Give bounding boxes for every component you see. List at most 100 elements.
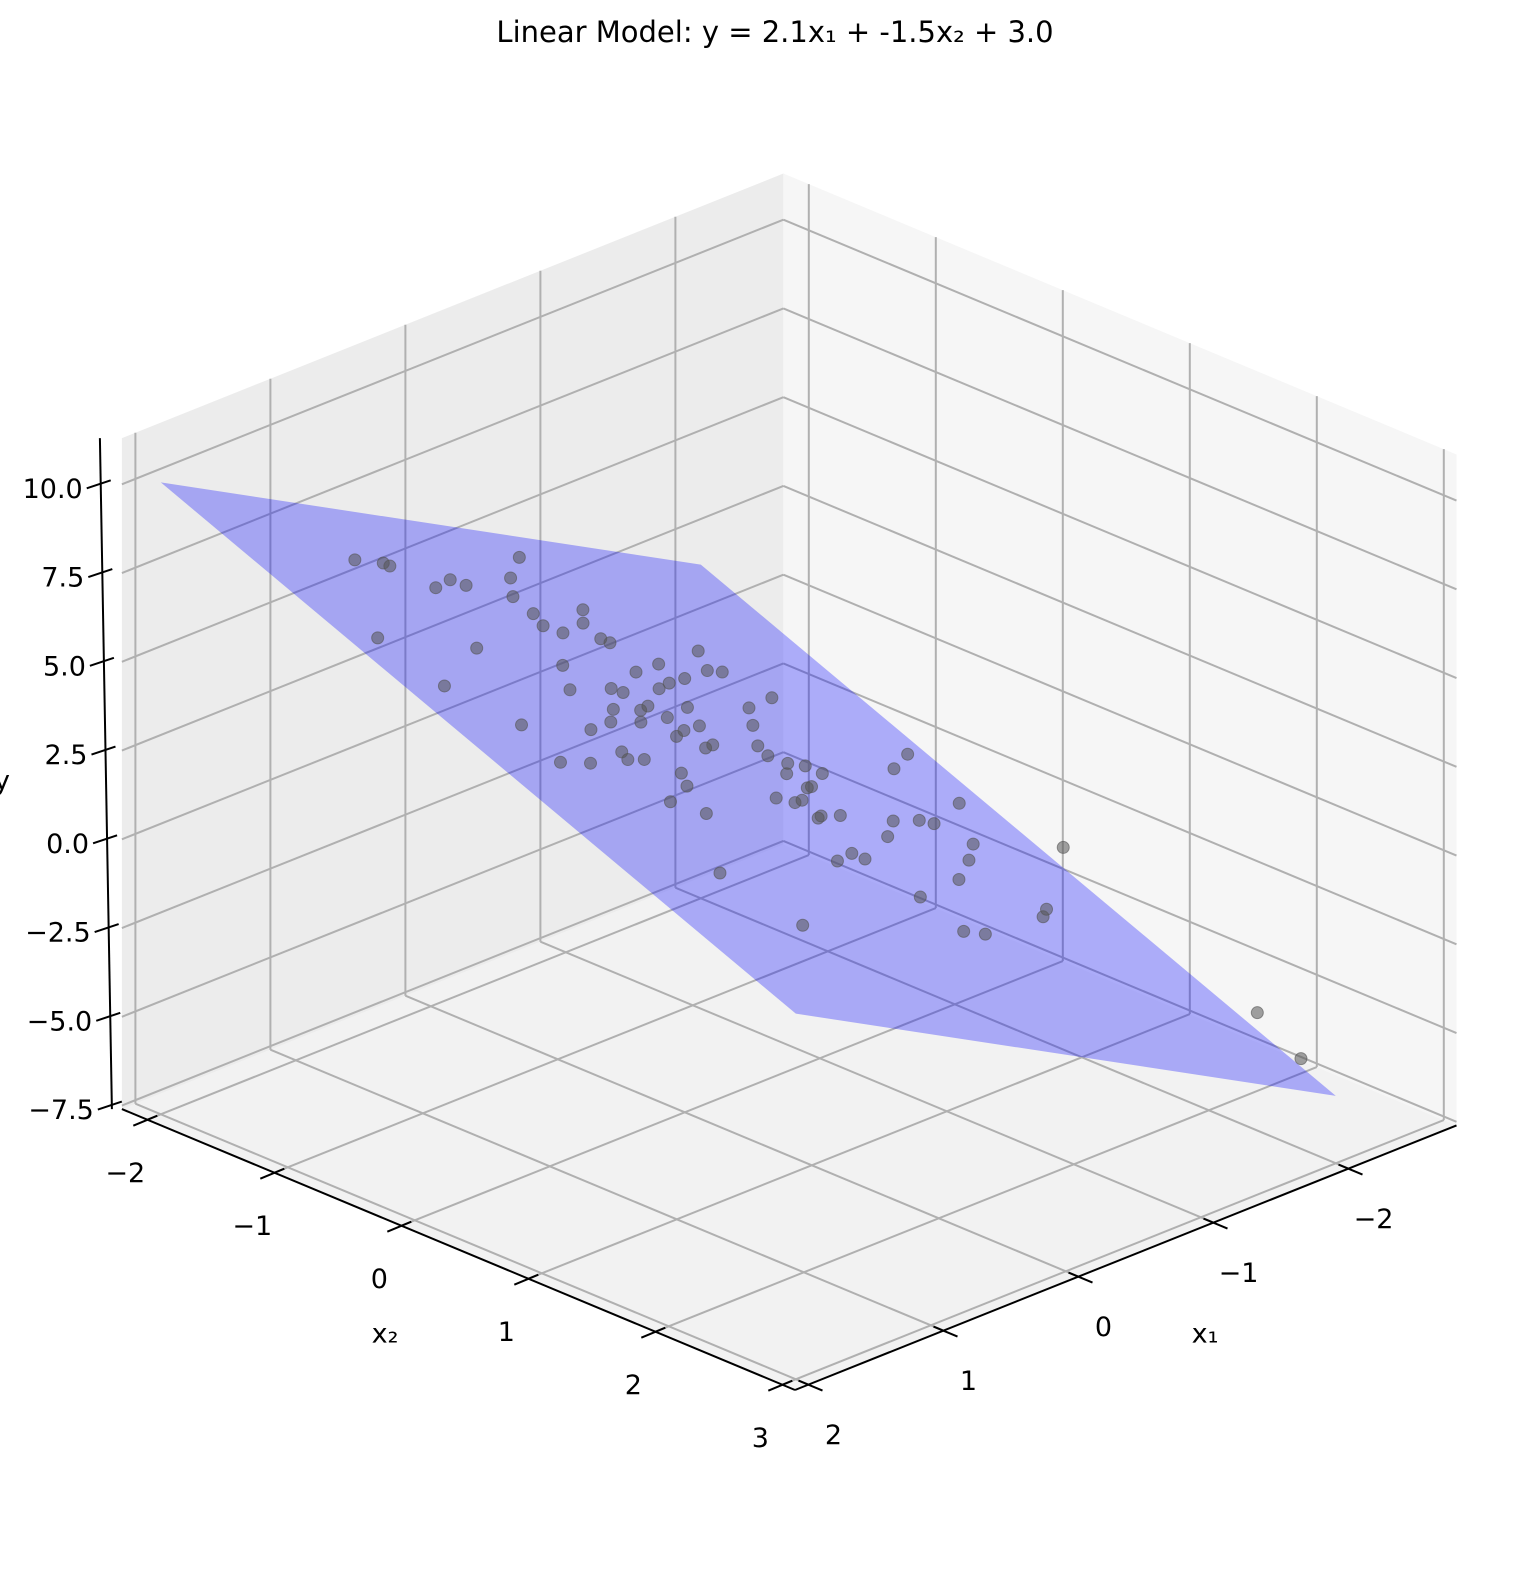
z-tick-label: 7.5	[41, 563, 84, 594]
grid-line	[273, 907, 937, 1174]
data-point	[604, 681, 618, 695]
data-point	[526, 607, 540, 621]
z-tick-label: 2.5	[45, 740, 88, 771]
floor-pane	[121, 844, 1457, 1390]
z-tick	[97, 1100, 123, 1111]
data-point	[1040, 902, 1054, 916]
grid-line	[135, 1102, 809, 1386]
data-point	[858, 852, 872, 866]
data-point	[1250, 1006, 1264, 1020]
z-tick	[86, 479, 112, 490]
grid-line	[783, 662, 1457, 946]
data-point	[833, 808, 847, 822]
data-point	[677, 723, 691, 737]
data-point	[348, 553, 362, 567]
x2-tick	[132, 1114, 158, 1127]
x1-tick	[798, 1379, 823, 1392]
data-point	[814, 809, 828, 823]
data-point	[798, 759, 812, 773]
grid-line	[121, 396, 784, 663]
grid-line	[270, 1048, 944, 1332]
z-tick	[94, 923, 119, 933]
data-point	[881, 830, 895, 844]
data-point	[751, 739, 765, 753]
data-point	[1056, 840, 1070, 854]
z-tick-label: 5.0	[43, 651, 86, 682]
x1-tick	[1338, 1163, 1363, 1176]
data-point	[815, 766, 829, 780]
x2-tick-label: −2	[105, 1158, 145, 1189]
data-point	[563, 683, 577, 697]
data-point	[1294, 1052, 1308, 1066]
x2-tick	[640, 1326, 666, 1339]
x1-axis-label: x₁	[1192, 1319, 1219, 1350]
grid-line	[783, 307, 1457, 591]
data-point	[662, 676, 676, 690]
z-tick-label: 10.0	[23, 474, 83, 505]
data-point	[795, 793, 809, 807]
data-point	[796, 918, 810, 932]
data-point	[901, 747, 915, 761]
grid-line	[675, 886, 1349, 1170]
x2-tick-label: −1	[232, 1211, 272, 1242]
data-point	[556, 658, 570, 672]
x1-tick-label: −2	[1354, 1204, 1394, 1235]
data-point	[678, 672, 692, 686]
z-tick	[87, 568, 113, 578]
chart-title: Linear Model: y = 2.1x₁ + -1.5x₂ + 3.0	[496, 15, 1053, 49]
data-point	[584, 756, 598, 770]
data-point	[952, 796, 966, 810]
data-point	[886, 814, 900, 828]
data-point	[713, 866, 727, 880]
grid-line	[121, 485, 784, 752]
data-point	[680, 779, 694, 793]
data-point	[805, 780, 819, 794]
data-point	[536, 619, 550, 633]
data-point	[603, 636, 617, 650]
data-point	[504, 571, 518, 585]
data-point	[742, 701, 756, 715]
data-point	[556, 626, 570, 640]
data-point	[437, 679, 451, 693]
data-point	[830, 854, 844, 868]
z-tick-label: −5.0	[27, 1006, 93, 1037]
z-tick	[89, 656, 115, 667]
data-point	[584, 723, 598, 737]
data-point	[641, 699, 655, 713]
data-point	[634, 715, 648, 729]
data-point	[769, 791, 783, 805]
x2-axis-label: x₂	[372, 1319, 399, 1350]
x2-tick-label: 1	[498, 1317, 515, 1348]
data-point	[966, 837, 980, 851]
data-point	[553, 755, 567, 769]
grid-line	[146, 854, 810, 1121]
data-point	[616, 686, 630, 699]
grid-line	[527, 1013, 1191, 1280]
data-point	[660, 711, 674, 725]
x2-tick-label: 2	[625, 1370, 642, 1401]
grid-line	[654, 1066, 1318, 1333]
grid-line	[781, 1119, 1445, 1386]
grid-line	[121, 218, 784, 486]
x1-tick-label: 1	[960, 1366, 977, 1397]
grid-line	[121, 307, 784, 574]
data-point	[371, 631, 385, 645]
x2-tick	[386, 1220, 412, 1233]
data-point	[913, 890, 927, 904]
z-tick-label: −2.5	[25, 918, 91, 949]
grid-line	[783, 485, 1457, 768]
grid-line	[783, 396, 1457, 680]
data-point	[674, 766, 688, 780]
data-point	[443, 573, 457, 587]
data-point	[652, 657, 666, 671]
z-tick	[91, 745, 116, 756]
grid-line	[540, 940, 1214, 1224]
data-point	[699, 741, 713, 755]
x2-tick	[513, 1273, 539, 1286]
data-point	[383, 559, 397, 573]
grid-line	[121, 573, 784, 841]
x1-tick	[933, 1325, 958, 1338]
plot-area	[121, 173, 1457, 1390]
data-point	[621, 753, 635, 767]
